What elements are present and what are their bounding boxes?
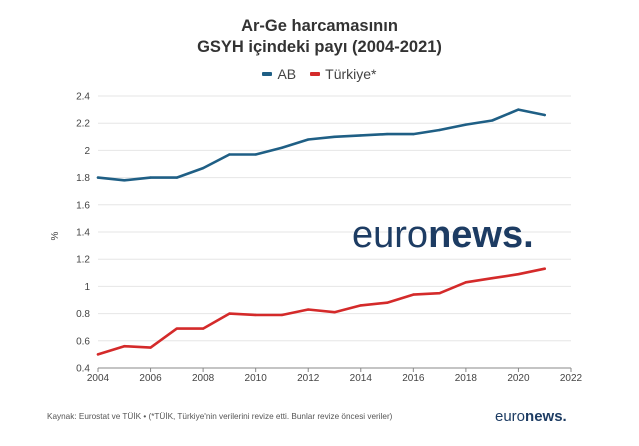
data-point-turkiye: [254, 313, 257, 317]
chart-title-line-1: Ar-Ge harcamasının: [241, 17, 398, 35]
chart-title: Ar-Ge harcamasının GSYH içindeki payı (2…: [0, 16, 639, 58]
y-tick-label: 0.8: [76, 309, 90, 320]
x-tick-label: 2004: [87, 373, 110, 384]
legend-item-ab[interactable]: AB: [262, 66, 296, 82]
data-point-turkiye: [543, 267, 546, 270]
x-tick-label: 2018: [455, 373, 478, 384]
data-point-turkiye: [438, 292, 441, 295]
y-tick-label: 2.2: [76, 119, 90, 130]
legend-label-ab: AB: [277, 66, 297, 82]
watermark-dot: .: [523, 214, 534, 256]
data-point-ab: [385, 132, 389, 136]
data-point-turkiye: [385, 301, 389, 304]
data-point-turkiye: [149, 346, 152, 349]
x-tick-label: 2006: [139, 373, 162, 384]
x-tick-label: 2016: [402, 373, 425, 384]
watermark-euro: euro: [352, 214, 428, 256]
legend-swatch-turkiye: [310, 72, 321, 76]
data-point-ab: [201, 166, 205, 170]
data-point-ab: [228, 153, 231, 156]
y-tick-label: 1: [84, 282, 90, 293]
legend-swatch-ab: [262, 72, 273, 76]
y-tick-label: 2: [84, 146, 90, 157]
x-tick-label: 2008: [192, 373, 215, 384]
data-point-ab: [464, 123, 468, 126]
brand-euro: euro: [495, 408, 526, 425]
y-tick-label: 1.8: [76, 173, 90, 184]
data-point-turkiye: [359, 304, 362, 307]
data-point-turkiye: [517, 272, 520, 276]
data-point-turkiye: [412, 293, 415, 296]
series-line-turkiye: [96, 267, 547, 356]
y-tick-label: 1.6: [76, 200, 90, 211]
data-point-ab: [438, 128, 441, 132]
y-axis-label: %: [50, 231, 61, 240]
data-point-ab: [149, 176, 152, 179]
y-tick-label: 1.2: [76, 255, 90, 266]
y-axis-ticks: 0.4 0.6 0.8 1 1.2 1.4 1.6 1.8 2 2.2 2.4: [76, 92, 90, 375]
data-point-turkiye: [280, 313, 284, 317]
brand-logo: euronews.: [495, 408, 567, 425]
data-point-ab: [412, 132, 415, 136]
y-tick-label: 2.4: [76, 92, 90, 103]
y-tick-label: 0.6: [76, 336, 90, 347]
watermark-news: news: [428, 214, 523, 256]
chart-series: [96, 108, 547, 356]
y-tick-label: 0.4: [76, 364, 90, 375]
data-point-ab: [123, 179, 126, 182]
data-point-ab: [96, 176, 100, 179]
y-tick-label: 1.4: [76, 228, 90, 239]
data-point-ab: [175, 176, 179, 179]
data-point-ab: [490, 119, 494, 122]
data-point-turkiye: [201, 327, 205, 330]
x-tick-label: 2014: [350, 373, 373, 384]
data-point-turkiye: [464, 281, 468, 284]
source-note: Kaynak: Eurostat ve TÜİK • (*TÜİK, Türki…: [47, 412, 393, 421]
data-point-ab: [333, 135, 336, 138]
data-point-turkiye: [228, 312, 231, 315]
data-point-ab: [543, 113, 546, 117]
data-point-ab: [359, 134, 362, 137]
legend-item-turkiye[interactable]: Türkiye*: [310, 66, 377, 82]
x-tick-label: 2012: [297, 373, 320, 384]
data-point-turkiye: [333, 311, 336, 314]
data-point-ab: [280, 146, 284, 149]
data-point-ab: [517, 108, 520, 111]
legend-label-turkiye: Türkiye*: [325, 66, 377, 82]
series-line-ab: [96, 108, 547, 182]
watermark-logo: euronews.: [352, 214, 534, 256]
data-point-turkiye: [123, 345, 126, 348]
data-point-ab: [307, 138, 310, 141]
data-point-ab: [254, 153, 257, 156]
data-point-turkiye: [96, 353, 100, 356]
chart-title-line-2: GSYH içindeki payı (2004-2021): [197, 38, 442, 56]
brand-news: news: [525, 408, 563, 425]
brand-dot: .: [562, 408, 567, 425]
data-point-turkiye: [307, 308, 310, 311]
x-tick-label: 2010: [245, 373, 268, 384]
data-point-turkiye: [175, 327, 179, 330]
x-tick-label: 2022: [560, 373, 583, 384]
chart-legend: AB Türkiye*: [0, 66, 639, 82]
x-tick-label: 2020: [507, 373, 530, 384]
x-axis-ticks: 2004 2006 2008 2010 2012 2014 2016 2018 2020 2022: [87, 368, 583, 384]
data-point-turkiye: [490, 277, 494, 280]
